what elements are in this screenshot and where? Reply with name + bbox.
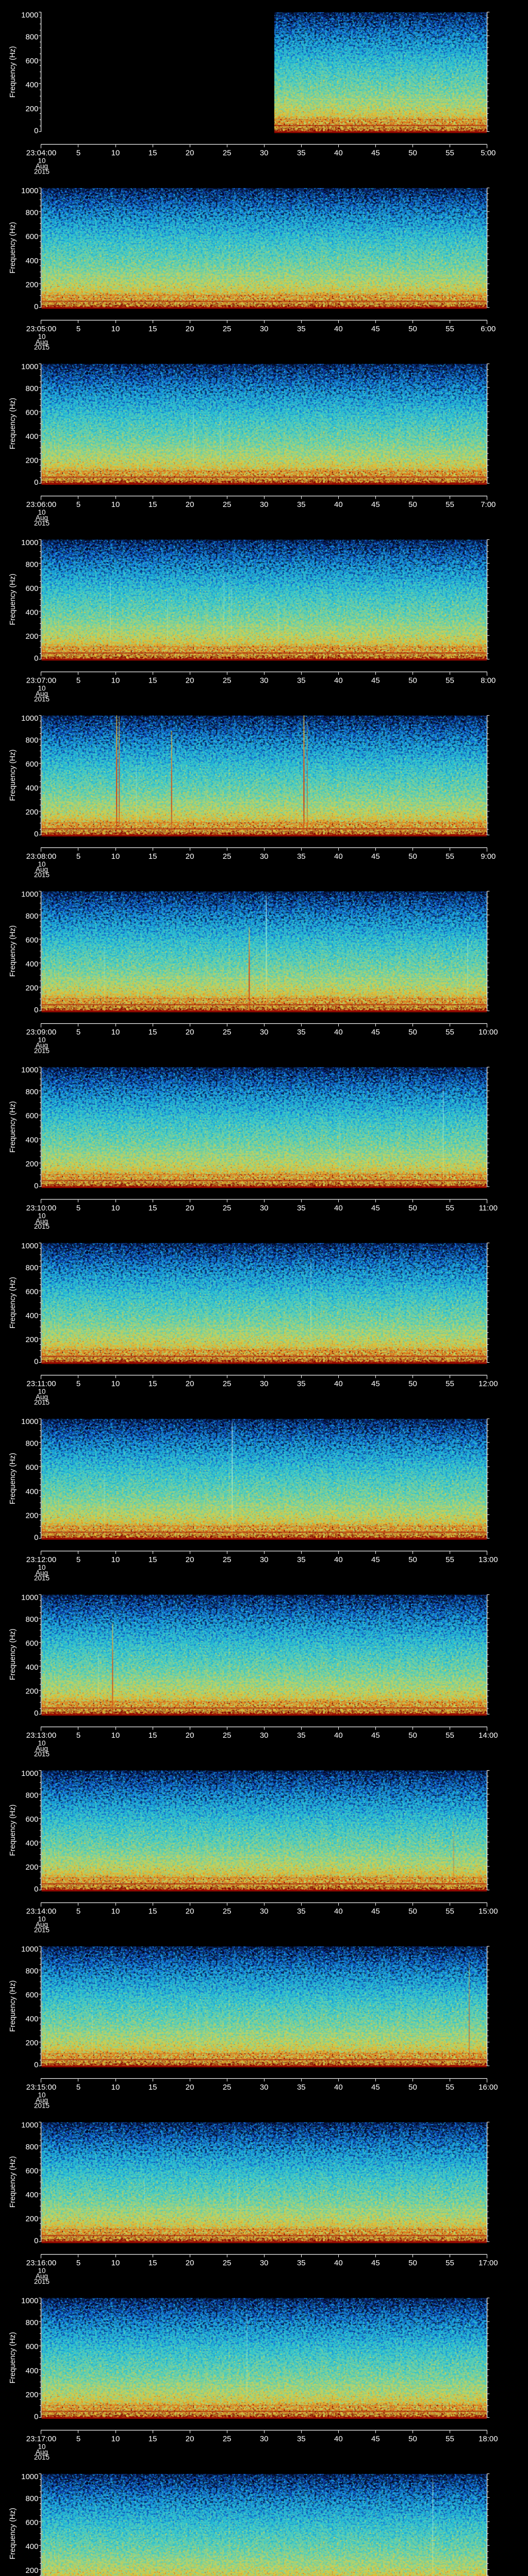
svg-text:23:06:00: 23:06:00 — [26, 500, 56, 509]
svg-text:15:00: 15:00 — [478, 1907, 498, 1916]
svg-text:7:00: 7:00 — [481, 500, 496, 509]
svg-text:23:13:00: 23:13:00 — [26, 1731, 56, 1740]
svg-text:5:00: 5:00 — [481, 149, 496, 158]
svg-text:23:10:00: 23:10:00 — [26, 1204, 56, 1212]
svg-text:23:08:00: 23:08:00 — [26, 852, 56, 861]
svg-text:23:16:00: 23:16:00 — [26, 2259, 56, 2267]
svg-text:14:00: 14:00 — [478, 1731, 498, 1740]
svg-text:23:15:00: 23:15:00 — [26, 2083, 56, 2092]
svg-text:23:12:00: 23:12:00 — [26, 1555, 56, 1564]
svg-text:23:05:00: 23:05:00 — [26, 325, 56, 333]
svg-text:23:04:00: 23:04:00 — [26, 149, 56, 158]
svg-text:23:14:00: 23:14:00 — [26, 1907, 56, 1916]
svg-text:17:00: 17:00 — [478, 2259, 498, 2267]
svg-text:6:00: 6:00 — [481, 325, 496, 333]
svg-text:23:07:00: 23:07:00 — [26, 676, 56, 685]
svg-text:9:00: 9:00 — [481, 852, 496, 861]
svg-text:13:00: 13:00 — [478, 1555, 498, 1564]
svg-text:10:00: 10:00 — [478, 1028, 498, 1037]
svg-text:8:00: 8:00 — [481, 676, 496, 685]
svg-text:16:00: 16:00 — [478, 2083, 498, 2092]
svg-text:11:00: 11:00 — [479, 1204, 498, 1212]
svg-text:23:09:00: 23:09:00 — [26, 1028, 56, 1037]
svg-text:18:00: 18:00 — [478, 2434, 498, 2443]
svg-text:23:11:00: 23:11:00 — [26, 1380, 56, 1388]
svg-text:12:00: 12:00 — [478, 1380, 498, 1388]
svg-text:23:17:00: 23:17:00 — [26, 2434, 56, 2443]
